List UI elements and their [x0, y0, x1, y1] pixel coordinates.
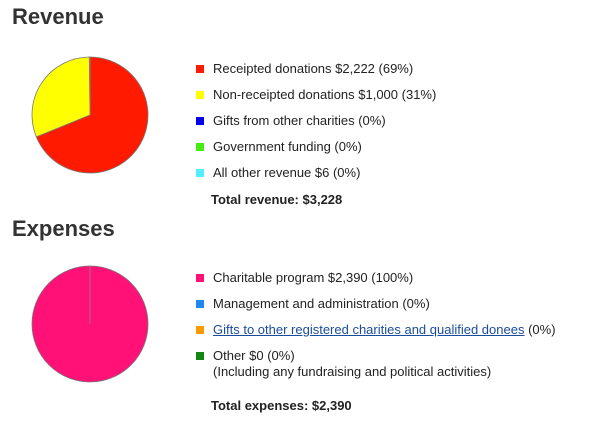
legend-label: Management and administration (0%) [213, 296, 430, 311]
legend-label: Other $0 (0%) [213, 348, 295, 363]
swatch-gifts-to-charities [196, 326, 204, 334]
revenue-title: Revenue [12, 4, 104, 29]
expenses-legend: Charitable program $2,390 (100%) Managem… [196, 270, 556, 392]
pie-slice-non-receipted-donations [31, 56, 91, 138]
swatch-other [196, 352, 204, 360]
legend-label: Gifts from other charities (0%) [213, 113, 386, 128]
legend-label: Government funding (0%) [213, 139, 362, 154]
revenue-pie-chart [31, 56, 149, 174]
legend-label: Non-receipted donations $1,000 (31%) [213, 87, 437, 102]
legend-item-receipted-donations: Receipted donations $2,222 (69%) [196, 61, 436, 87]
swatch-charitable-program [196, 274, 204, 282]
legend-label: Receipted donations $2,222 (69%) [213, 61, 414, 76]
expenses-total: Total expenses: $2,390 [211, 398, 352, 413]
expenses-title: Expenses [12, 216, 115, 241]
swatch-receipted-donations [196, 65, 204, 73]
swatch-management-administration [196, 300, 204, 308]
legend-label: Charitable program $2,390 (100%) [213, 270, 414, 285]
pie-slice-receipted-donations [35, 56, 149, 174]
swatch-all-other-revenue [196, 169, 204, 177]
legend-sublabel: (Including any fundraising and political… [213, 364, 492, 379]
swatch-non-receipted-donations [196, 91, 204, 99]
legend-label: All other revenue $6 (0%) [213, 165, 361, 180]
revenue-total: Total revenue: $3,228 [211, 192, 343, 207]
gifts-to-charities-link[interactable]: Gifts to other registered charities and … [213, 322, 525, 337]
expenses-pie-chart [31, 265, 149, 383]
legend-item-non-receipted-donations: Non-receipted donations $1,000 (31%) [196, 87, 436, 113]
legend-item-charitable-program: Charitable program $2,390 (100%) [196, 270, 556, 296]
swatch-gifts-from-other-charities [196, 117, 204, 125]
legend-item-gifts-to-charities: Gifts to other registered charities and … [196, 322, 556, 348]
revenue-legend: Receipted donations $2,222 (69%) Non-rec… [196, 61, 436, 191]
legend-item-gifts-from-other-charities: Gifts from other charities (0%) [196, 113, 436, 139]
legend-item-government-funding: Government funding (0%) [196, 139, 436, 165]
legend-item-other: Other $0 (0%) (Including any fundraising … [196, 348, 556, 392]
swatch-government-funding [196, 143, 204, 151]
legend-item-all-other-revenue: All other revenue $6 (0%) [196, 165, 436, 191]
legend-label-suffix: (0%) [524, 322, 556, 337]
legend-item-management-administration: Management and administration (0%) [196, 296, 556, 322]
